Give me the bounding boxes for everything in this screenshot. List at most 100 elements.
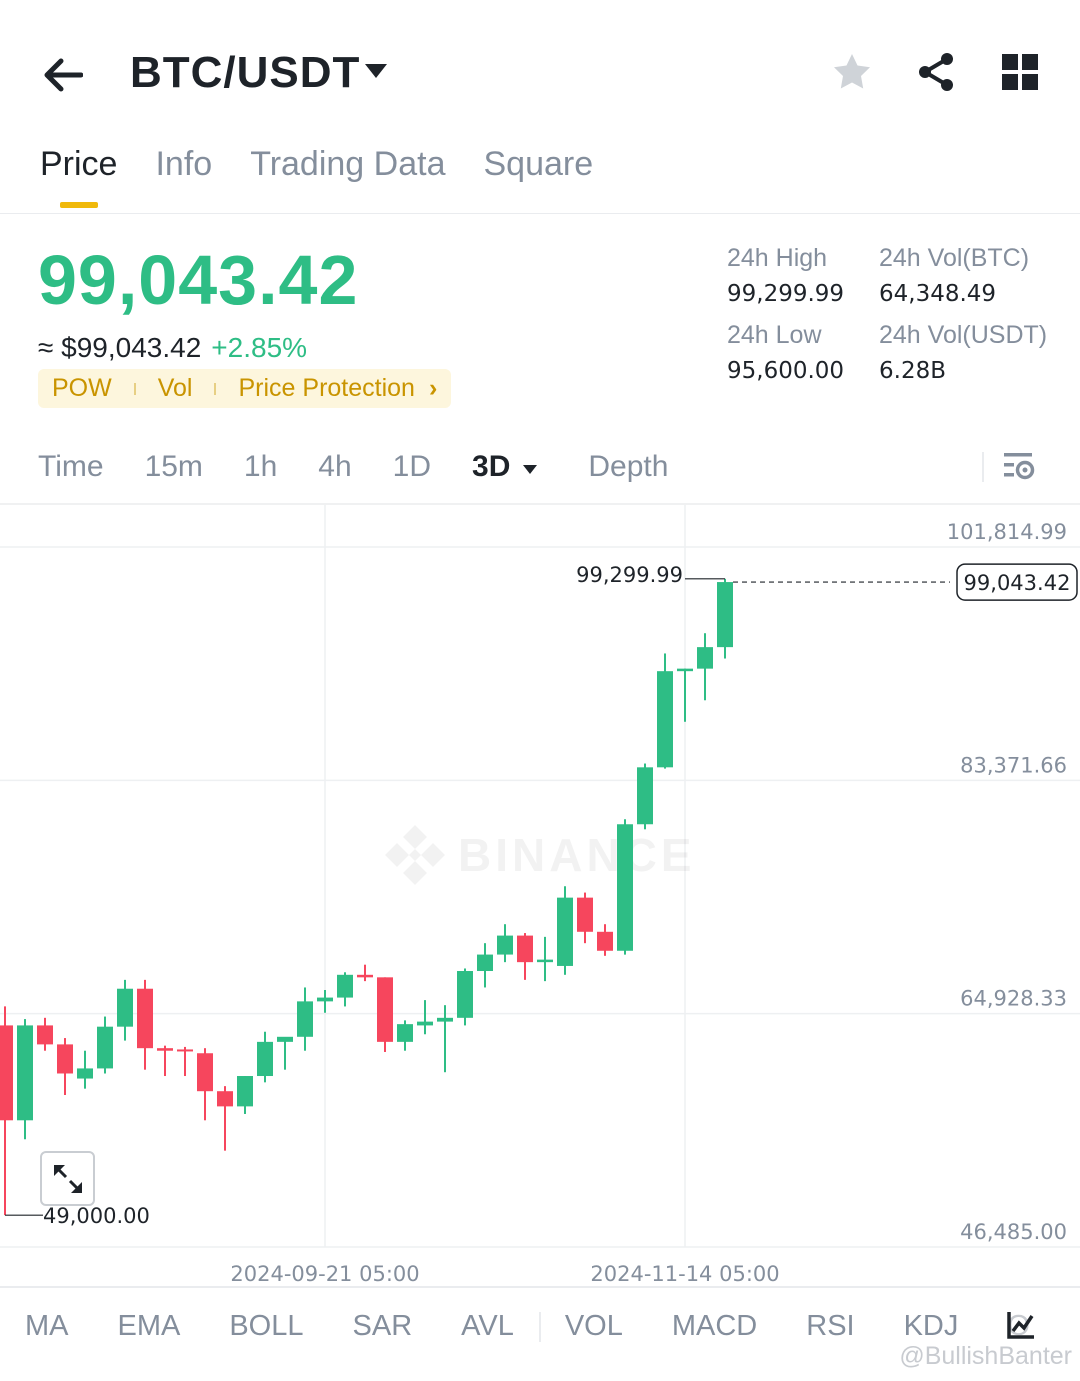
candle xyxy=(217,1086,233,1151)
chevron-right-icon: › xyxy=(428,374,438,402)
divider xyxy=(0,1286,1080,1288)
candle xyxy=(317,989,333,1013)
indicator-settings-icon[interactable] xyxy=(1006,1310,1036,1345)
candle-body xyxy=(677,668,693,672)
candle-body xyxy=(177,1049,193,1052)
interval-4h[interactable]: 4h xyxy=(318,450,352,483)
interval-depth[interactable]: Depth xyxy=(588,450,669,483)
last-price: 99,043.42 xyxy=(38,241,359,319)
candle-body xyxy=(137,988,153,1049)
interval-1h[interactable]: 1h xyxy=(243,450,278,483)
candle-body xyxy=(657,671,673,768)
stat-label: 24h Vol(BTC) xyxy=(879,244,1030,272)
candle-body xyxy=(497,935,513,955)
chart-settings-icon[interactable] xyxy=(1002,450,1036,489)
tag-price-protection[interactable]: Price Protection xyxy=(238,374,415,402)
y-axis-label: 64,928.33 xyxy=(960,987,1067,1011)
interval-3d[interactable]: 3D xyxy=(472,450,511,483)
candle-body xyxy=(97,1026,113,1069)
tab-info[interactable]: Info xyxy=(155,145,213,183)
back-arrow-icon[interactable] xyxy=(40,52,86,98)
candle xyxy=(477,943,493,988)
y-axis-label: 101,814.99 xyxy=(947,520,1067,544)
stat-24h-low: 24h Low 95,600.00 xyxy=(727,321,879,384)
indicator-sar[interactable]: SAR xyxy=(352,1310,413,1342)
candle xyxy=(357,964,373,982)
candle xyxy=(697,633,713,701)
candle xyxy=(677,668,693,722)
candle xyxy=(577,892,593,944)
interval-bar: Time 15m 1h 4h 1D 3D Depth xyxy=(38,450,709,484)
candle-body xyxy=(317,997,333,1002)
tab-price[interactable]: Price xyxy=(40,145,117,206)
divider xyxy=(0,213,1080,214)
indicator-kdj[interactable]: KDJ xyxy=(903,1310,959,1342)
candle-body xyxy=(577,897,593,932)
candle xyxy=(17,1019,33,1140)
candle xyxy=(137,979,153,1070)
candle-body xyxy=(457,971,473,1018)
stat-label: 24h Vol(USDT) xyxy=(879,321,1048,349)
tab-bar: Price Info Trading Data Square xyxy=(40,145,593,206)
candle-body xyxy=(17,1025,33,1121)
indicator-vol[interactable]: VOL xyxy=(564,1310,623,1342)
stat-label: 24h High xyxy=(727,244,828,272)
indicator-ma[interactable]: MA xyxy=(25,1310,69,1342)
pair-title[interactable]: BTC/USDT xyxy=(130,48,361,97)
caret-down-icon[interactable] xyxy=(522,450,538,484)
expand-chart-button[interactable] xyxy=(40,1151,95,1206)
candle xyxy=(277,1036,293,1070)
tab-square[interactable]: Square xyxy=(483,145,594,183)
indicator-ema[interactable]: EMA xyxy=(117,1310,181,1342)
tag-pow[interactable]: POW xyxy=(52,374,112,402)
candle xyxy=(157,1045,173,1077)
candle-body xyxy=(197,1053,213,1092)
price-change-percent: +2.85% xyxy=(211,332,308,363)
approx-usd-price: ≈ $99,043.42 xyxy=(38,332,202,363)
stat-value: 64,348.49 xyxy=(879,281,997,307)
candle-body xyxy=(597,931,613,951)
candle xyxy=(537,936,553,982)
candle xyxy=(177,1046,193,1077)
candle xyxy=(97,1016,113,1074)
y-axis-label: 83,371.66 xyxy=(960,753,1067,777)
star-icon[interactable] xyxy=(832,52,872,92)
share-icon[interactable] xyxy=(916,52,956,92)
tag-separator xyxy=(214,382,217,395)
interval-time[interactable]: Time xyxy=(38,450,104,483)
divider xyxy=(0,503,1080,505)
indicator-avl[interactable]: AVL xyxy=(461,1310,514,1342)
candle-body xyxy=(257,1041,273,1077)
indicator-rsi[interactable]: RSI xyxy=(806,1310,855,1342)
tab-trading-data[interactable]: Trading Data xyxy=(250,145,446,183)
candle-body xyxy=(377,977,393,1042)
grid-icon[interactable] xyxy=(1000,52,1040,92)
candle-body xyxy=(297,1001,313,1037)
candlestick-chart[interactable]: BINANCE 99,299.99 49,000.00 99,043.42 101,… xyxy=(0,505,1080,1285)
candle xyxy=(197,1048,213,1121)
candle-body xyxy=(717,582,733,648)
interval-15m[interactable]: 15m xyxy=(144,450,203,483)
candle-body xyxy=(617,824,633,951)
low-marker-label: 49,000.00 xyxy=(43,1204,150,1228)
candle xyxy=(397,1020,413,1051)
candle xyxy=(617,819,633,955)
indicator-macd[interactable]: MACD xyxy=(671,1310,758,1342)
candle-body xyxy=(557,897,573,966)
caret-down-icon[interactable] xyxy=(364,62,388,85)
candle xyxy=(257,1031,273,1083)
candle-body xyxy=(357,974,373,978)
tag-bar[interactable]: POW Vol Price Protection › xyxy=(38,369,452,408)
candle-body xyxy=(217,1091,233,1107)
candle-body xyxy=(397,1024,413,1042)
indicator-boll[interactable]: BOLL xyxy=(229,1310,304,1342)
stat-value: 6.28B xyxy=(879,358,946,384)
candle-body xyxy=(517,935,533,963)
candle xyxy=(417,1000,433,1035)
stat-24h-vol-usdt: 24h Vol(USDT) 6.28B xyxy=(879,321,1079,384)
x-axis-label: 2024-09-21 05:00 xyxy=(230,1262,419,1285)
candle-body xyxy=(417,1021,433,1026)
tag-vol[interactable]: Vol xyxy=(157,374,193,402)
candle-body xyxy=(157,1048,173,1051)
interval-1d[interactable]: 1D xyxy=(392,450,432,483)
